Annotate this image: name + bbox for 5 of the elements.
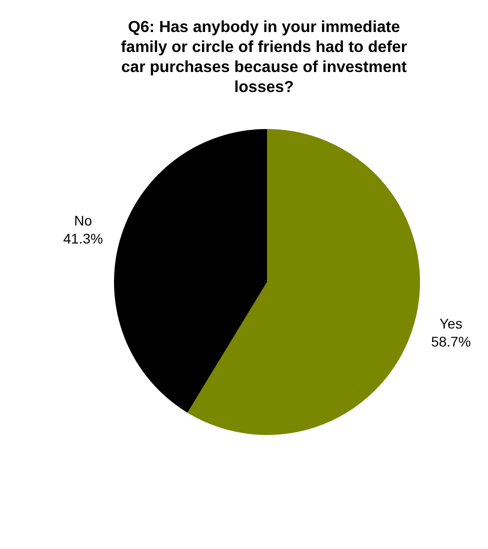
data-label: 58.7% — [431, 333, 471, 350]
slice-label: Yes — [439, 315, 462, 332]
chart-title: Q6: Has anybody in your immediate family or circle of friends had to defer car purchases because of investment losses? — [120, 18, 408, 98]
slice-label: No — [74, 212, 92, 228]
data-label: 41.3% — [63, 230, 103, 246]
